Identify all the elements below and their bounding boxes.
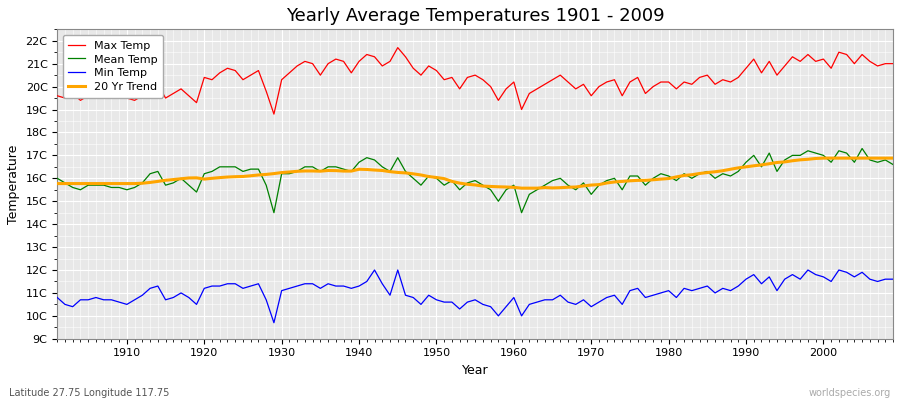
Max Temp [887,61,898,66]
20 Yr Trend [500,185,511,190]
20 Yr Trend [532,186,543,190]
Mean Temp [338,167,349,172]
Title: Yearly Average Temperatures 1901 - 2009: Yearly Average Temperatures 1901 - 2009 [286,7,664,25]
Mean Temp [887,162,898,167]
Min Temp [369,268,380,272]
Min Temp [268,320,279,325]
Line: Mean Temp: Mean Temp [58,148,893,213]
Max Temp [392,45,403,50]
Mean Temp [857,146,868,151]
20 Yr Trend [113,181,124,186]
20 Yr Trend [508,185,519,190]
Mean Temp [609,176,620,181]
Line: 20 Yr Trend: 20 Yr Trend [58,158,893,188]
Min Temp [524,302,535,307]
20 Yr Trend [887,156,898,160]
Min Temp [887,277,898,282]
20 Yr Trend [818,156,829,160]
Min Temp [52,295,63,300]
Max Temp [338,59,349,64]
Legend: Max Temp, Mean Temp, Min Temp, 20 Yr Trend: Max Temp, Mean Temp, Min Temp, 20 Yr Tre… [63,35,163,98]
20 Yr Trend [284,170,295,174]
Min Temp [292,284,302,288]
Max Temp [517,107,527,112]
Text: worldspecies.org: worldspecies.org [809,388,891,398]
Max Temp [113,91,124,96]
Max Temp [524,91,535,96]
Mean Temp [292,169,302,174]
Max Temp [292,64,302,68]
20 Yr Trend [52,181,63,186]
Line: Max Temp: Max Temp [58,48,893,114]
X-axis label: Year: Year [462,364,489,377]
Line: Min Temp: Min Temp [58,270,893,323]
Mean Temp [268,210,279,215]
Min Temp [113,300,124,304]
Mean Temp [517,210,527,215]
Mean Temp [113,185,124,190]
Y-axis label: Temperature: Temperature [7,144,20,224]
Min Temp [338,284,349,288]
Mean Temp [52,176,63,181]
Max Temp [52,93,63,98]
20 Yr Trend [330,168,341,173]
Mean Temp [508,183,519,188]
Text: Latitude 27.75 Longitude 117.75: Latitude 27.75 Longitude 117.75 [9,388,169,398]
Min Temp [517,314,527,318]
Max Temp [268,112,279,116]
Min Temp [616,302,627,307]
Max Temp [616,93,627,98]
20 Yr Trend [609,180,620,184]
